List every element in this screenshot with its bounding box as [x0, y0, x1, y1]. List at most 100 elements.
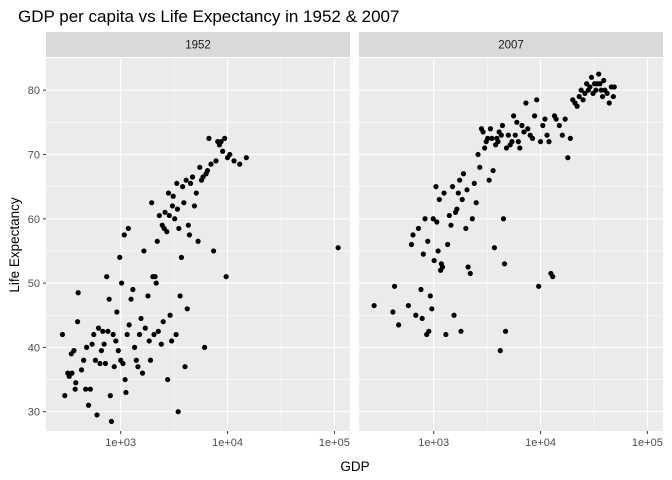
data-point — [94, 412, 100, 418]
data-point — [139, 370, 146, 376]
data-point — [182, 364, 188, 370]
facet-panel-1952: 1952 1e+03 1e+04 1e+05 30 40 50 60 70 80 — [28, 32, 350, 449]
data-point — [105, 328, 111, 334]
data-point — [599, 93, 606, 100]
x-tick-label: 1e+04 — [525, 437, 556, 449]
data-point — [158, 341, 164, 347]
y-axis-title: Life Expectancy — [7, 197, 22, 293]
x-tick-label: 1e+05 — [632, 437, 663, 449]
facet-strip-label: 1952 — [185, 40, 211, 52]
data-point — [536, 283, 542, 289]
data-point — [529, 135, 536, 141]
data-point — [78, 367, 85, 373]
data-point — [489, 135, 495, 141]
data-point — [460, 171, 467, 177]
data-point — [62, 393, 68, 399]
data-point — [81, 357, 87, 363]
data-point — [455, 190, 461, 196]
facet-strip — [46, 32, 350, 57]
data-point — [204, 167, 211, 174]
data-point — [396, 322, 402, 328]
data-point — [439, 264, 446, 270]
data-point — [151, 331, 157, 338]
data-point — [497, 348, 503, 354]
data-point — [154, 238, 160, 244]
data-point — [193, 190, 199, 196]
data-point — [511, 113, 517, 119]
data-point — [578, 87, 584, 93]
data-point — [503, 145, 510, 151]
data-point — [210, 248, 217, 254]
x-tick-label: 1e+04 — [212, 437, 243, 449]
data-point — [91, 331, 97, 338]
data-point — [587, 84, 593, 90]
data-point — [89, 341, 95, 347]
data-point — [597, 81, 603, 87]
data-point — [593, 87, 599, 93]
data-point — [115, 348, 121, 354]
data-point — [436, 196, 442, 203]
data-point — [418, 286, 424, 293]
data-point — [457, 177, 463, 183]
data-point — [601, 77, 607, 84]
data-point — [471, 180, 477, 187]
data-point — [121, 232, 127, 238]
data-point — [172, 216, 178, 222]
data-point — [501, 261, 508, 267]
data-point — [223, 274, 229, 280]
data-point — [178, 254, 184, 260]
data-point — [537, 139, 544, 145]
data-point — [509, 139, 515, 145]
y-tick-label: 50 — [28, 278, 40, 290]
data-point — [565, 155, 571, 161]
data-point — [477, 164, 483, 170]
data-point — [410, 232, 416, 238]
data-point — [598, 87, 604, 93]
y-tick-label: 80 — [28, 85, 40, 97]
data-point — [429, 306, 435, 312]
data-point — [206, 135, 212, 141]
data-point — [83, 386, 89, 392]
data-point — [130, 286, 136, 293]
data-point — [181, 200, 187, 206]
data-point — [580, 97, 586, 103]
data-point — [512, 132, 518, 138]
data-point — [69, 370, 75, 376]
data-point — [85, 402, 92, 408]
data-point — [371, 302, 377, 309]
data-point — [176, 225, 182, 232]
data-point — [167, 312, 173, 318]
data-point — [185, 222, 191, 228]
data-point — [490, 167, 496, 174]
data-point — [390, 309, 396, 315]
data-point — [419, 315, 425, 322]
data-point — [136, 331, 143, 338]
data-point — [175, 409, 181, 415]
facet-panel-2007: 2007 1e+03 1e+04 1e+05 — [359, 32, 663, 449]
data-point — [184, 306, 190, 312]
data-point — [498, 132, 504, 138]
data-point — [464, 187, 470, 193]
chart-title: GDP per capita vs Life Expectancy in 195… — [18, 7, 399, 26]
data-point — [165, 190, 172, 196]
data-point — [106, 296, 112, 302]
data-point — [122, 376, 128, 383]
data-point — [101, 341, 107, 347]
data-point — [574, 103, 580, 109]
data-point — [610, 93, 616, 100]
facet-strip-label: 2007 — [498, 40, 524, 52]
data-point — [124, 331, 130, 338]
data-point — [114, 309, 120, 315]
data-point — [92, 357, 99, 363]
data-point — [606, 100, 612, 106]
data-point — [71, 348, 77, 354]
data-point — [480, 129, 486, 135]
data-point — [434, 219, 440, 225]
data-point — [517, 145, 523, 151]
data-point — [556, 122, 562, 129]
data-point — [430, 216, 436, 222]
x-tick-label: 1e+03 — [105, 437, 136, 449]
data-point — [550, 274, 556, 280]
data-point — [431, 257, 437, 264]
